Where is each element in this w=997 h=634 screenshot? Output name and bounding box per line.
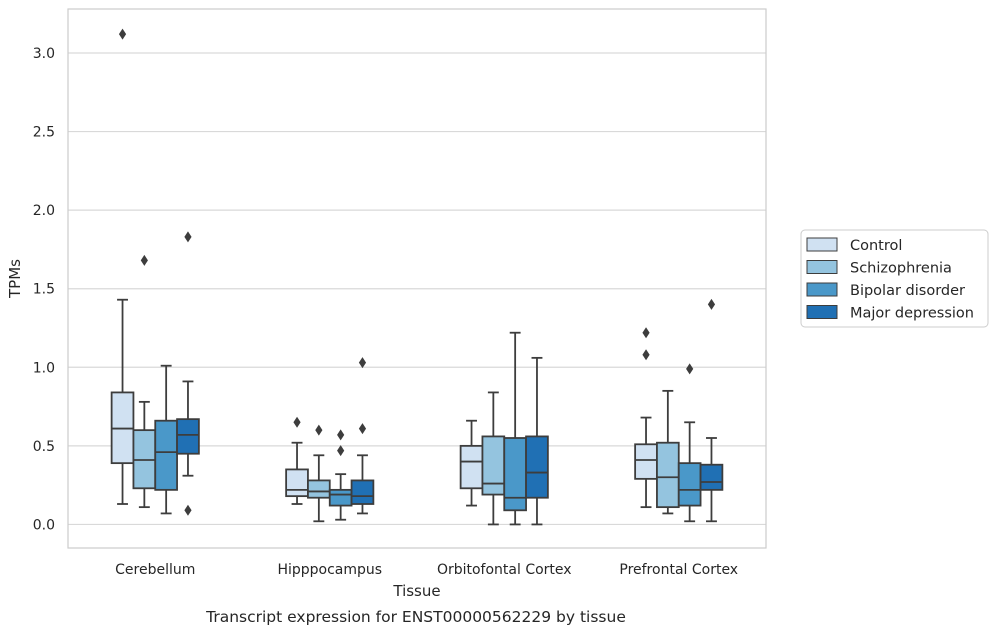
iqr-box: [154, 419, 178, 491]
outlier-point: [642, 349, 650, 361]
box-control: [634, 327, 658, 509]
x-tick-label: Prefrontal Cortex: [619, 562, 738, 578]
box-control: [285, 416, 309, 505]
outlier-point: [707, 298, 716, 310]
box-bipolar-disorder: [503, 331, 527, 526]
outlier-point: [315, 424, 323, 436]
boxes: [110, 28, 724, 526]
iqr-box: [176, 418, 200, 455]
legend-swatch: [806, 282, 838, 297]
outlier-point: [140, 254, 148, 266]
legend-frame: [800, 229, 989, 328]
y-axis-label: TPMs: [6, 259, 24, 299]
iqr-box: [285, 468, 309, 498]
box-major-depression: [176, 231, 200, 516]
iqr-box: [307, 479, 331, 499]
iqr-box: [328, 488, 353, 507]
outlier-point: [686, 363, 694, 375]
x-tick-label: Cerebellum: [115, 562, 195, 578]
iqr-box: [699, 463, 724, 491]
outlier-point: [358, 423, 367, 435]
iqr-box: [656, 441, 680, 509]
box-bipolar-disorder: [328, 429, 353, 521]
x-axis-label: Tissue: [392, 582, 440, 600]
iqr-box: [677, 462, 702, 507]
box-bipolar-disorder: [154, 364, 178, 515]
legend-label: Schizophrenia: [850, 261, 952, 277]
x-tick-label: Hipppocampus: [277, 562, 382, 578]
box-schizophrenia: [132, 254, 157, 509]
legend-label: Bipolar disorder: [850, 283, 965, 299]
box-schizophrenia: [481, 391, 506, 526]
y-tick-label: 0.5: [33, 439, 55, 455]
outlier-point: [337, 429, 345, 441]
legend-swatch: [806, 237, 838, 252]
box-control: [110, 28, 135, 505]
outlier-point: [358, 357, 367, 369]
y-tick-label: 1.5: [33, 282, 55, 298]
chart-caption: Transcript expression for ENST0000056222…: [205, 608, 626, 626]
box-bipolar-disorder: [677, 363, 702, 523]
iqr-box: [525, 435, 549, 499]
box-major-depression: [525, 356, 549, 526]
x-tick-labels: Cerebellum Hipppocampus Orbitofontal Corte…: [115, 562, 738, 578]
outlier-point: [293, 416, 301, 428]
y-tick-labels: 0.0 0.5 1.0 1.5 2.0 2.5 3.0: [33, 46, 55, 533]
x-tick-label: Orbitofontal Cortex: [437, 562, 572, 578]
iqr-box: [481, 435, 506, 496]
iqr-box: [350, 479, 375, 505]
plot-frame: [67, 8, 767, 549]
outlier-point: [642, 327, 650, 339]
iqr-box: [503, 437, 527, 512]
outlier-point: [337, 445, 345, 457]
outlier-point: [118, 28, 127, 40]
y-tick-label: 3.0: [33, 46, 55, 62]
iqr-box: [634, 443, 658, 480]
box-major-depression: [350, 357, 375, 515]
legend: Control Schizophrenia Bipolar disorder Majo…: [800, 229, 989, 328]
outlier-point: [184, 231, 192, 243]
box-control: [459, 419, 484, 507]
legend-swatch: [806, 260, 838, 274]
y-tick-label: 2.5: [33, 125, 55, 141]
box-schizophrenia: [656, 389, 680, 515]
legend-label: Major depression: [850, 306, 974, 322]
legend-label: Control: [850, 238, 902, 254]
box-schizophrenia: [307, 424, 331, 523]
iqr-box: [459, 444, 484, 490]
legend-swatch: [806, 305, 838, 319]
outlier-point: [184, 504, 192, 516]
y-tick-label: 0.0: [33, 517, 55, 533]
y-tick-label: 2.0: [33, 203, 55, 219]
y-tick-label: 1.0: [33, 360, 55, 376]
box-major-depression: [699, 298, 724, 523]
